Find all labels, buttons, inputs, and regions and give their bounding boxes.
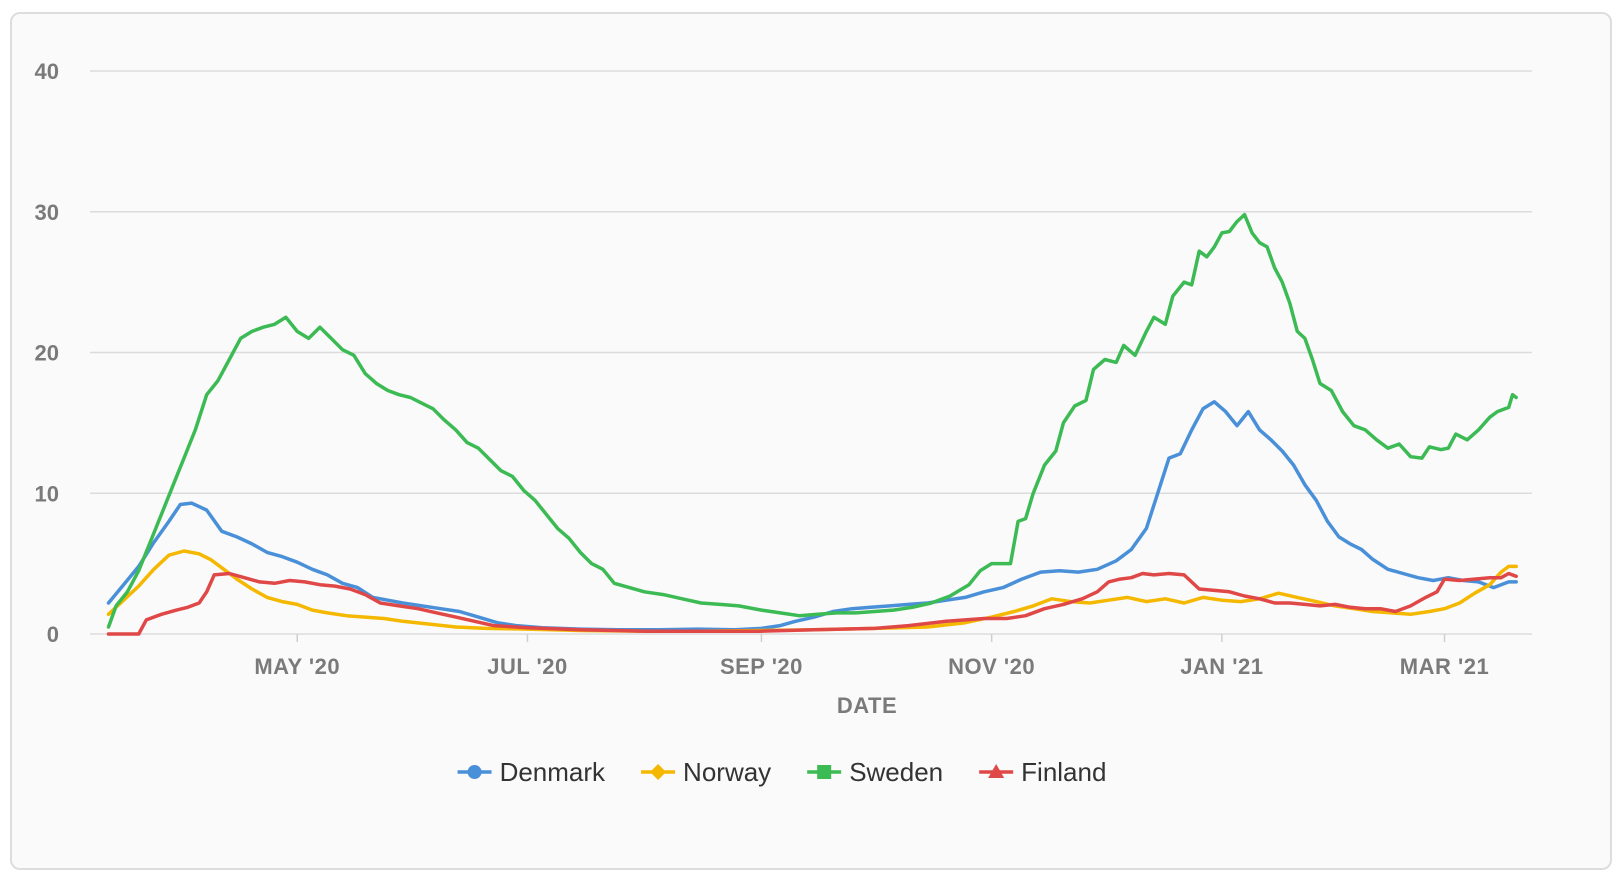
legend-label: Sweden <box>849 757 943 787</box>
x-tick-label: SEP '20 <box>720 654 803 679</box>
legend-label: Finland <box>1021 757 1106 787</box>
x-tick-label: JUL '20 <box>487 654 567 679</box>
series-line-denmark <box>106 400 1518 632</box>
y-tick-label: 30 <box>35 200 59 225</box>
y-tick-label: 0 <box>47 622 59 647</box>
x-axis-ticks: MAY '20 JUL '20 SEP '20 NOV '20 JAN '21 MAR '… <box>254 634 1489 679</box>
legend-label: Denmark <box>500 757 606 787</box>
series-lines <box>106 212 1518 636</box>
y-tick-label: 40 <box>35 59 59 84</box>
triangle-marker-icon <box>988 764 1005 778</box>
series-line-finland <box>106 571 1518 636</box>
y-tick-label: 20 <box>35 341 59 366</box>
diamond-marker-icon <box>650 764 667 780</box>
circle-marker-icon <box>467 765 482 779</box>
y-axis-ticks: 0 10 20 30 40 <box>35 59 59 647</box>
legend-item-denmark[interactable]: Denmark <box>457 757 606 787</box>
x-axis-title: DATE <box>837 693 897 718</box>
gridlines <box>90 70 1532 635</box>
x-tick-label: MAY '20 <box>254 654 340 679</box>
x-tick-label: MAR '21 <box>1400 654 1489 679</box>
x-tick-label: JAN '21 <box>1180 654 1263 679</box>
legend-item-norway[interactable]: Norway <box>641 757 771 787</box>
legend: Denmark Norway Sweden Finland <box>457 757 1106 787</box>
series-line-norway <box>106 549 1518 633</box>
chart-card <box>10 12 1612 870</box>
series-line-sweden <box>106 212 1518 629</box>
legend-item-sweden[interactable]: Sweden <box>807 757 943 787</box>
legend-label: Norway <box>683 757 771 787</box>
y-tick-label: 10 <box>35 481 59 506</box>
square-marker-icon <box>817 765 832 779</box>
x-tick-label: NOV '20 <box>948 654 1035 679</box>
legend-item-finland[interactable]: Finland <box>979 757 1106 787</box>
